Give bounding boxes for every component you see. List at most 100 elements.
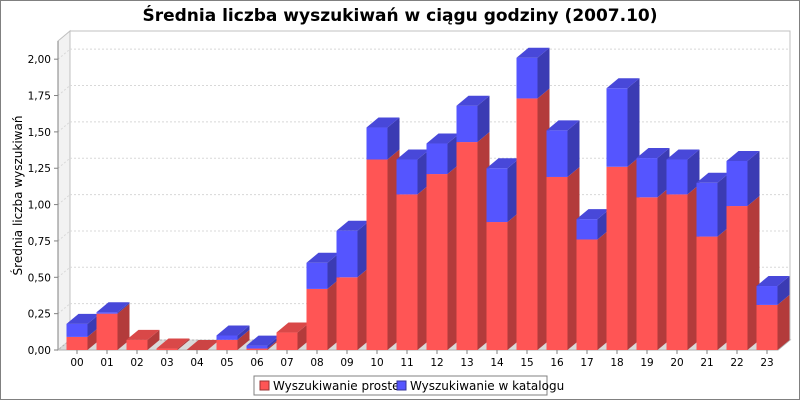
bar-10-series-0 bbox=[366, 149, 400, 350]
bar-19-series-0 bbox=[636, 187, 670, 350]
bar-front-18-0 bbox=[606, 166, 628, 350]
bar-15-series-1 bbox=[516, 47, 550, 99]
bar-front-11-1 bbox=[396, 159, 418, 195]
bar-11-series-0 bbox=[396, 184, 430, 350]
bar-21-series-0 bbox=[696, 226, 730, 350]
x-tick-label: 04 bbox=[190, 357, 204, 369]
bar-23-series-1 bbox=[756, 276, 790, 305]
bar-12-series-0 bbox=[426, 164, 460, 350]
bar-front-12-1 bbox=[426, 143, 448, 175]
bar-16-series-0 bbox=[546, 166, 580, 350]
bar-front-01-0 bbox=[96, 313, 118, 350]
bar-top-01 bbox=[96, 302, 130, 313]
bar-front-23-1 bbox=[756, 286, 778, 305]
bar-top-18 bbox=[606, 78, 640, 89]
bar-front-08-1 bbox=[306, 262, 328, 289]
bar-17-series-0 bbox=[576, 229, 610, 350]
bar-front-17-1 bbox=[576, 219, 598, 240]
x-tick-label: 16 bbox=[550, 357, 564, 369]
bar-front-15-1 bbox=[516, 57, 538, 99]
x-tick-label: 12 bbox=[430, 357, 443, 369]
bar-20-series-0 bbox=[666, 184, 700, 350]
bar-top-14 bbox=[486, 158, 520, 169]
bar-top-11 bbox=[396, 149, 430, 160]
bar-08-series-0 bbox=[306, 278, 340, 350]
bar-front-19-0 bbox=[636, 197, 658, 350]
chart-title: Średnia liczba wyszukiwań w ciągu godzin… bbox=[142, 4, 657, 26]
bar-03-series-0 bbox=[156, 338, 190, 350]
y-axis-ticks: 0,00 0,25 0,50 0,75 1,00 1,25 1,50 1,75 2,00 bbox=[28, 41, 59, 357]
y-tick-label: 1,00 bbox=[28, 200, 51, 212]
bar-front-05-1 bbox=[216, 335, 238, 340]
bar-top-15 bbox=[516, 47, 550, 58]
gridline-side bbox=[57, 266, 71, 278]
bar-05-series-0 bbox=[216, 329, 250, 350]
bar-front-06-1 bbox=[246, 345, 268, 349]
bar-front-10-0 bbox=[366, 159, 388, 350]
bar-top-20 bbox=[666, 149, 700, 160]
x-tick-label: 07 bbox=[280, 357, 293, 369]
bar-front-15-0 bbox=[516, 98, 538, 350]
bar-top-06 bbox=[246, 335, 280, 346]
bar-top-04 bbox=[186, 340, 220, 350]
bar-front-13-1 bbox=[456, 105, 478, 143]
bar-side-03-0 bbox=[177, 338, 190, 350]
y-tick-label: 0,25 bbox=[28, 309, 51, 321]
legend-swatch-0 bbox=[259, 380, 270, 391]
bar-front-14-0 bbox=[486, 222, 508, 350]
bar-front-21-0 bbox=[696, 236, 718, 350]
bar-front-20-0 bbox=[666, 194, 688, 350]
bar-side-23-0 bbox=[777, 294, 790, 350]
bar-top-16 bbox=[546, 120, 580, 131]
bar-top-08 bbox=[306, 252, 340, 263]
x-tick-label: 05 bbox=[220, 357, 233, 369]
bar-22-series-1 bbox=[726, 150, 760, 207]
x-axis-ticks: 00 01 02 03 04 05 06 07 08 09 10 11 12 13 14 15 16 17 18 19… bbox=[70, 350, 774, 369]
bar-top-05 bbox=[216, 325, 250, 336]
gridline-side bbox=[57, 85, 71, 96]
bar-09-series-0 bbox=[336, 267, 370, 350]
x-tick-label: 10 bbox=[370, 357, 383, 369]
x-tick-label: 13 bbox=[460, 357, 473, 369]
bar-top-09 bbox=[336, 220, 370, 231]
bar-front-12-0 bbox=[426, 174, 448, 350]
bar-10-series-1 bbox=[366, 117, 400, 160]
bar-side-16-1 bbox=[567, 120, 580, 177]
x-tick-label: 20 bbox=[670, 357, 683, 369]
bar-side-05-0 bbox=[237, 329, 250, 350]
gridline-side bbox=[57, 157, 71, 169]
gridline-side bbox=[57, 194, 71, 205]
legend-swatch-1 bbox=[396, 380, 407, 391]
bar-front-03-0 bbox=[156, 348, 178, 350]
x-tick-label: 21 bbox=[700, 357, 713, 369]
bar-top-10 bbox=[366, 117, 400, 128]
bar-top-07 bbox=[276, 322, 310, 333]
x-tick-label: 02 bbox=[130, 357, 143, 369]
bar-front-09-1 bbox=[336, 230, 358, 278]
bar-front-07-0 bbox=[276, 332, 298, 350]
x-tick-label: 09 bbox=[340, 357, 353, 369]
bar-front-06-0 bbox=[246, 348, 268, 350]
bar-front-17-0 bbox=[576, 239, 598, 350]
bar-front-13-0 bbox=[456, 142, 478, 350]
bar-side-05-1 bbox=[237, 325, 250, 340]
bar-22-series-0 bbox=[726, 196, 760, 350]
bar-top-17 bbox=[576, 209, 610, 220]
bars bbox=[66, 47, 790, 350]
x-tick-label: 06 bbox=[250, 357, 264, 369]
bar-top-21 bbox=[696, 172, 730, 183]
bar-18-series-1 bbox=[606, 78, 640, 167]
bar-top-03 bbox=[156, 338, 190, 349]
x-tick-label: 18 bbox=[610, 357, 623, 369]
bar-18-series-0 bbox=[606, 156, 640, 350]
bar-front-18-1 bbox=[606, 88, 628, 167]
bar-front-16-0 bbox=[546, 176, 568, 350]
y-tick-label: 2,00 bbox=[28, 54, 51, 66]
bar-side-02-0 bbox=[147, 329, 160, 350]
bar-front-11-0 bbox=[396, 194, 418, 350]
plot-side-wall bbox=[57, 29, 71, 352]
bar-front-05-0 bbox=[216, 339, 238, 350]
bar-side-01-1 bbox=[117, 302, 130, 314]
bar-front-10-1 bbox=[366, 127, 388, 160]
